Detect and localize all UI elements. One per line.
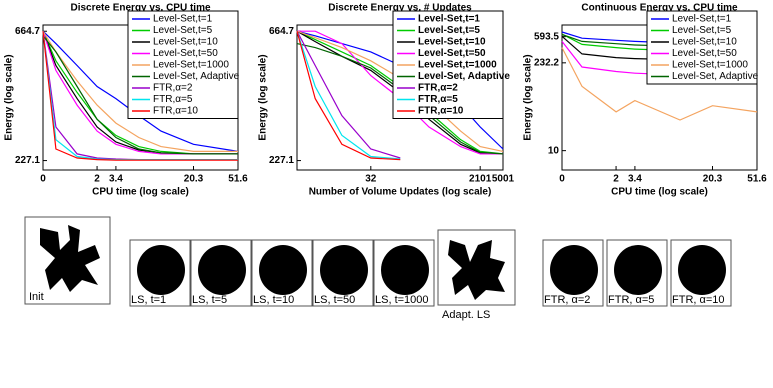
series-line xyxy=(42,30,239,152)
y-axis-label: Energy (log scale) xyxy=(4,54,15,140)
legend-label: Level-Set,t=1000 xyxy=(153,60,229,71)
series-line xyxy=(42,31,238,161)
x-tick-label: 51.6 xyxy=(747,174,767,185)
legend-label: Level-Set,t=5 xyxy=(153,25,213,36)
tiles: Init LS, t=1 LS, t=5 LS, t=10 LS, t=50 LS, t=… xyxy=(29,239,732,321)
shape xyxy=(259,245,307,295)
image-caption: LS, t=50 xyxy=(314,294,355,306)
legend-label: FTR,α=10 xyxy=(418,106,464,117)
x-tick-label: 20.3 xyxy=(184,174,204,185)
x-tick-label: 2101 xyxy=(469,174,492,185)
legend-label: Level-Set, Adaptive xyxy=(418,71,510,82)
y-tick-label: 227.1 xyxy=(269,155,294,166)
image-caption: LS, t=1000 xyxy=(375,294,429,306)
chart-title: Discrete Energy vs. CPU time xyxy=(70,3,210,14)
legend-label: Level-Set,t=50 xyxy=(153,48,218,59)
shape xyxy=(40,225,100,292)
y-axis-label: Energy (log scale) xyxy=(523,54,534,140)
legend-label: Level-Set,t=1000 xyxy=(672,60,748,71)
x-tick-label: 51.6 xyxy=(228,174,248,185)
series-line xyxy=(42,35,238,155)
series-line xyxy=(296,30,401,159)
x-tick-label: 3.4 xyxy=(109,174,123,185)
legend-label: Level-Set,t=1000 xyxy=(418,60,497,71)
y-tick-label: 10 xyxy=(548,145,560,156)
y-tick-label: 593.5 xyxy=(534,31,559,42)
chart-title: Discrete Energy vs. # Updates xyxy=(328,3,472,14)
x-tick-label: 2 xyxy=(613,174,619,185)
series-line xyxy=(296,31,401,160)
image-caption: FTR, α=10 xyxy=(672,294,725,306)
series-line xyxy=(296,31,401,161)
legend-label: FTR,α=2 xyxy=(418,83,458,94)
x-tick-label: 5001 xyxy=(492,174,515,185)
x-axis-label: CPU time (log scale) xyxy=(92,187,189,198)
y-tick-label: 664.7 xyxy=(15,26,40,37)
shape xyxy=(320,245,368,295)
shape xyxy=(448,240,505,300)
series-line xyxy=(42,30,238,152)
shape xyxy=(678,245,726,295)
legend-label: FTR,α=5 xyxy=(418,94,458,105)
legend-label: FTR,α=2 xyxy=(153,83,193,94)
image-caption: LS, t=5 xyxy=(192,294,227,306)
legend-label: Level-Set, Adaptive xyxy=(672,71,759,82)
y-tick-label: 227.1 xyxy=(15,155,40,166)
legend-label: Level-Set,t=10 xyxy=(153,37,218,48)
legend-label: Level-Set,t=1 xyxy=(153,14,213,25)
thumbnails xyxy=(24,216,516,306)
legend-label: Level-Set,t=10 xyxy=(672,37,737,48)
chart-title: Continuous Energy vs. CPU time xyxy=(581,3,738,14)
y-axis-label: Energy (log scale) xyxy=(258,54,269,140)
x-tick-label: 3.4 xyxy=(628,174,642,185)
series-line xyxy=(561,47,758,121)
image-caption: LS, t=1 xyxy=(131,294,166,306)
legend-label: Level-Set,t=5 xyxy=(418,25,480,36)
legend-label: FTR,α=5 xyxy=(153,94,193,105)
x-tick-label: 0 xyxy=(559,174,565,185)
legend-box xyxy=(646,10,758,85)
shape xyxy=(198,245,246,295)
legend-label: Level-Set,t=5 xyxy=(672,25,732,36)
legend-label: Level-Set,t=1 xyxy=(418,14,480,25)
legend-label: Level-Set,t=10 xyxy=(418,37,486,48)
x-axis-label: Number of Volume Updates (log scale) xyxy=(309,187,492,198)
x-tick-label: 2 xyxy=(94,174,100,185)
legend-label: Level-Set,t=1 xyxy=(672,14,732,25)
image-caption: FTR, α=5 xyxy=(608,294,654,306)
legend-label: FTR,α=10 xyxy=(153,106,198,117)
x-tick-label: 32 xyxy=(365,174,377,185)
x-tick-label: 0 xyxy=(40,174,46,185)
image-caption: FTR, α=2 xyxy=(544,294,590,306)
image-caption: Adapt. LS xyxy=(442,309,490,321)
shape xyxy=(381,245,429,295)
legend-label: Level-Set,t=50 xyxy=(672,48,737,59)
shape xyxy=(550,245,598,295)
y-tick-label: 664.7 xyxy=(269,26,294,37)
legend-label: Level-Set, Adaptive xyxy=(153,71,240,82)
x-tick-label: 20.3 xyxy=(703,174,723,185)
shape xyxy=(137,245,185,295)
y-tick-label: 232.2 xyxy=(534,57,559,68)
shape xyxy=(614,245,662,295)
x-axis-label: CPU time (log scale) xyxy=(611,187,708,198)
legend-label: Level-Set,t=50 xyxy=(418,48,486,59)
image-caption: Init xyxy=(29,291,44,303)
image-caption: LS, t=10 xyxy=(253,294,294,306)
